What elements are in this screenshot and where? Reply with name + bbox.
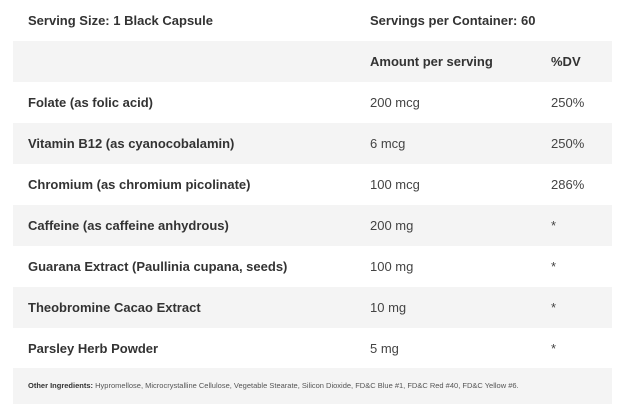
ingredient-amount: 100 mcg — [370, 177, 420, 192]
other-ingredients-footer: Other Ingredients: Hypromellose, Microcr… — [13, 368, 612, 404]
table-row: Parsley Herb Powder 5 mg * — [13, 328, 612, 369]
ingredient-name: Guarana Extract (Paullinia cupana, seeds… — [28, 259, 288, 274]
table-row: Vitamin B12 (as cyanocobalamin) 6 mcg 25… — [13, 123, 612, 164]
ingredient-dv: * — [551, 218, 557, 233]
servings-per-container: Servings per Container: 60 — [370, 13, 536, 28]
table-row: Chromium (as chromium picolinate) 100 mc… — [13, 164, 612, 205]
serving-size: Serving Size: 1 Black Capsule — [28, 13, 213, 28]
ingredient-amount: 10 mg — [370, 300, 407, 315]
other-ingredients-list: Hypromellose, Microcrystalline Cellulose… — [95, 381, 519, 390]
table-row: Caffeine (as caffeine anhydrous) 200 mg … — [13, 205, 612, 246]
table-row: Theobromine Cacao Extract 10 mg * — [13, 287, 612, 328]
ingredient-amount: 5 mg — [370, 341, 399, 356]
ingredient-dv: * — [551, 259, 557, 274]
ingredient-name: Parsley Herb Powder — [28, 341, 159, 356]
ingredient-amount: 6 mcg — [370, 136, 406, 151]
ingredient-amount: 200 mg — [370, 218, 414, 233]
ingredient-name: Chromium (as chromium picolinate) — [28, 177, 251, 192]
ingredient-name: Theobromine Cacao Extract — [28, 300, 201, 315]
other-ingredients-label: Other Ingredients: — [28, 381, 94, 390]
serving-info-row: Serving Size: 1 Black Capsule Servings p… — [13, 0, 612, 41]
table-row: Folate (as folic acid) 200 mcg 250% — [13, 82, 612, 123]
ingredient-dv: 250% — [551, 136, 585, 151]
ingredient-name: Caffeine (as caffeine anhydrous) — [28, 218, 229, 233]
other-ingredients-text: Other Ingredients: Hypromellose, Microcr… — [28, 368, 519, 404]
table-row: Guarana Extract (Paullinia cupana, seeds… — [13, 246, 612, 287]
dv-column-header: %DV — [551, 54, 581, 69]
ingredient-name: Vitamin B12 (as cyanocobalamin) — [28, 136, 235, 151]
ingredient-dv: 250% — [551, 95, 585, 110]
column-header-row: Amount per serving %DV — [13, 41, 612, 82]
amount-column-header: Amount per serving — [370, 54, 493, 69]
ingredient-dv: * — [551, 341, 557, 356]
ingredient-name: Folate (as folic acid) — [28, 95, 153, 110]
ingredient-dv: 286% — [551, 177, 585, 192]
ingredient-dv: * — [551, 300, 557, 315]
ingredient-amount: 100 mg — [370, 259, 414, 274]
ingredient-amount: 200 mcg — [370, 95, 420, 110]
